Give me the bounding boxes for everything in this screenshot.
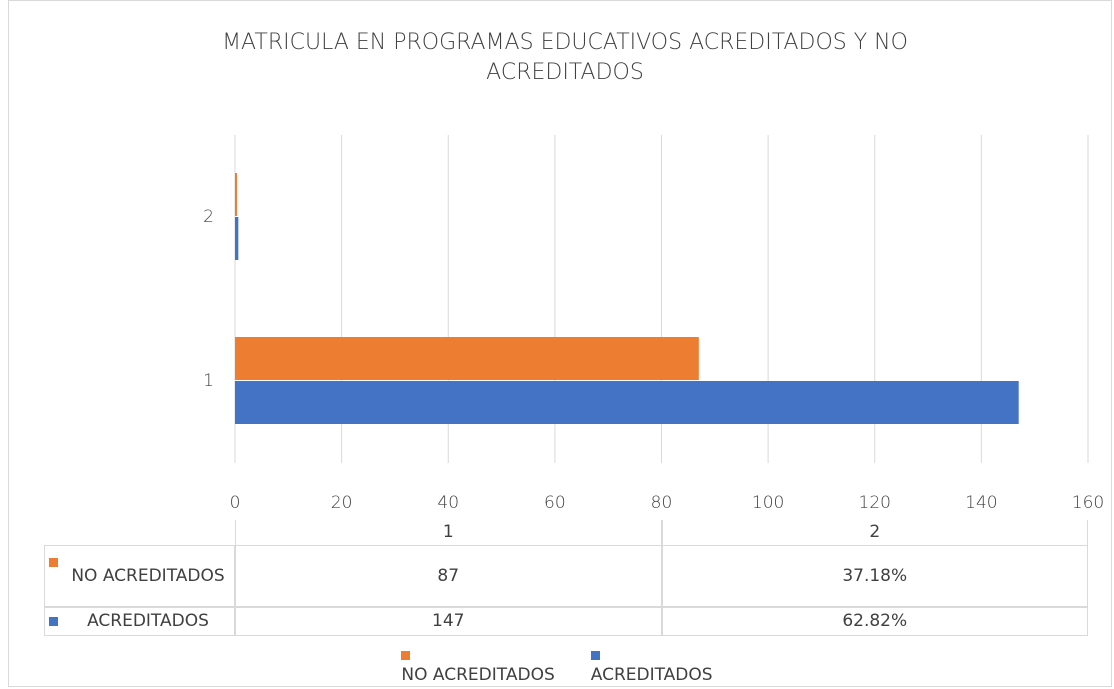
chart-border [8,0,1112,687]
legend: NO ACREDITADOS ACREDITADOS [0,645,1114,685]
x-tick-label: 120 [859,493,891,513]
x-tick-label: 100 [752,493,784,513]
bar [235,173,237,216]
legend-label: ACREDITADOS [590,665,713,685]
x-tick-label: 60 [544,493,566,513]
x-tick-label: 0 [230,493,241,513]
y-tick-label: 1 [203,371,214,391]
x-tick-label: 80 [651,493,673,513]
table-value: 147 [235,607,662,636]
table-header: 1 [235,520,662,545]
table-value: 87 [235,545,662,607]
y-tick-label: 2 [203,207,214,227]
table-row-name: ACREDITADOS [87,611,209,631]
bar [235,381,1019,424]
legend-swatch [49,617,58,626]
table-value: 62.82% [661,607,1088,636]
legend-swatch [590,651,600,660]
x-tick-label: 140 [965,493,997,513]
table-value: 37.18% [661,545,1088,607]
legend-swatch [401,651,411,660]
bar [235,217,239,260]
table-row-label: ACREDITADOS [44,607,235,636]
legend-label: NO ACREDITADOS [401,665,555,685]
chart-title: MATRICULA EN PROGRAMAS EDUCATIVOS ACREDI… [222,30,908,85]
table-row-name: NO ACREDITADOS [71,565,225,586]
legend-item: ACREDITADOS [590,645,713,685]
bar [235,337,699,380]
legend-swatch [49,558,58,567]
table-header: 2 [661,520,1088,545]
table-row-label: NO ACREDITADOS [44,545,235,607]
x-tick-label: 40 [437,493,459,513]
x-tick-label: 160 [1072,493,1104,513]
legend-item: NO ACREDITADOS [401,645,555,685]
x-tick-label: 20 [331,493,353,513]
